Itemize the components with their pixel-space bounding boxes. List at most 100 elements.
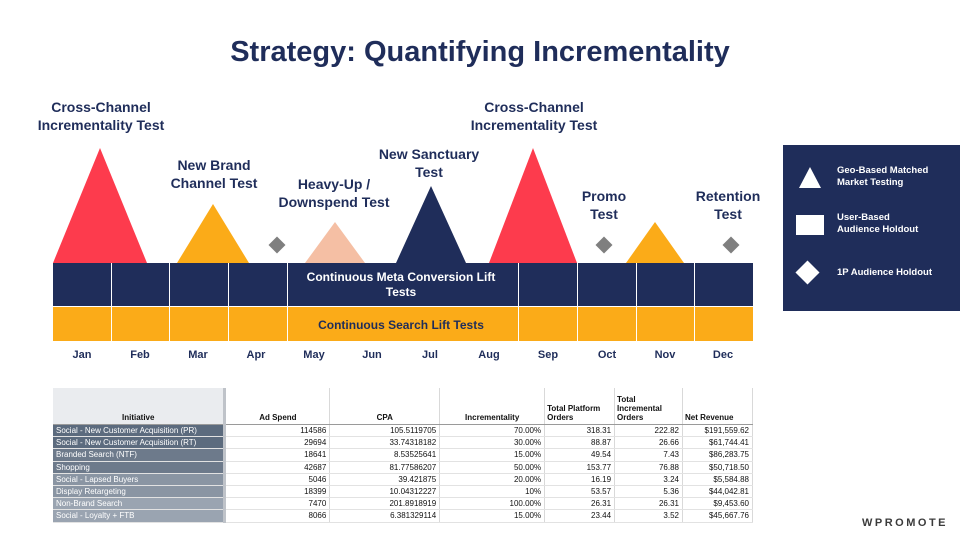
cell-net-revenue: $191,559.62 bbox=[682, 424, 753, 438]
triangle-icon bbox=[305, 222, 365, 263]
cell-platform-orders: 153.77 bbox=[544, 461, 616, 474]
test-label-cross-channel-1: Cross-Channel Incrementality Test bbox=[20, 98, 182, 134]
header-line: Total Platform bbox=[547, 404, 601, 413]
table-row: Branded Search (NTF) 18641 8.53525641 15… bbox=[53, 448, 753, 462]
cell-incremental-orders: 222.82 bbox=[614, 424, 683, 438]
legend-line: User-Based bbox=[837, 212, 890, 223]
test-label-promo: Promo Test bbox=[568, 187, 640, 223]
cell-ad-spend: 29694 bbox=[224, 436, 331, 450]
table-header-row: Initiative Ad Spend CPA Incrementality T… bbox=[53, 388, 753, 425]
cell-ad-spend: 5046 bbox=[224, 473, 331, 486]
cell-incrementality: 70.00% bbox=[439, 424, 546, 438]
cell-cpa: 10.04312227 bbox=[329, 485, 441, 499]
label-line: New Brand bbox=[177, 157, 251, 173]
cell-net-revenue: $45,667.76 bbox=[682, 509, 753, 523]
cell-incremental-orders: 7.43 bbox=[614, 448, 683, 462]
cell-cpa: 201.8918919 bbox=[329, 497, 441, 511]
cell-cpa: 8.53525641 bbox=[329, 448, 441, 462]
cell-platform-orders: 49.54 bbox=[544, 448, 616, 462]
cell-net-revenue: $44,042.81 bbox=[682, 485, 753, 499]
cell-incrementality: 20.00% bbox=[439, 473, 546, 486]
slide-title: Strategy: Quantifying Incrementality bbox=[230, 36, 730, 68]
cell-platform-orders: 16.19 bbox=[544, 473, 616, 486]
label-line: Incrementality Test bbox=[470, 117, 598, 133]
col-header-incremental-orders: Total Incremental Orders bbox=[614, 388, 683, 425]
header-line: Total bbox=[617, 395, 636, 404]
label-line: Cross-Channel bbox=[51, 99, 151, 115]
table-row: Social - New Customer Acquisition (PR) 1… bbox=[53, 424, 753, 438]
diamond-icon bbox=[722, 236, 740, 254]
square-icon bbox=[796, 215, 824, 235]
col-header-incrementality: Incrementality bbox=[439, 388, 546, 425]
triangle-icon bbox=[53, 148, 147, 263]
month-label: Jun bbox=[362, 349, 382, 361]
band-label-line: Continuous Meta Conversion Lift bbox=[306, 270, 496, 284]
legend-panel: Geo-Based Matched Market Testing User-Ba… bbox=[783, 145, 960, 311]
month-label: Feb bbox=[130, 349, 150, 361]
search-lift-band-label: Continuous Search Lift Tests bbox=[318, 318, 484, 332]
label-line: Downspend Test bbox=[278, 194, 390, 210]
cell-incremental-orders: 26.31 bbox=[614, 497, 683, 511]
cell-initiative: Social - New Customer Acquisition (RT) bbox=[53, 436, 227, 450]
cell-initiative: Non-Brand Search bbox=[53, 497, 227, 511]
triangle-icon bbox=[396, 186, 466, 263]
month-label: Jul bbox=[422, 349, 438, 361]
cell-platform-orders: 23.44 bbox=[544, 509, 616, 523]
table-row: Social - Loyalty + FTB 8066 6.381329114 … bbox=[53, 509, 753, 523]
diamond-icon bbox=[795, 260, 820, 285]
triangle-icon bbox=[177, 204, 249, 263]
band-label-line: Tests bbox=[385, 285, 417, 299]
month-label: May bbox=[303, 349, 325, 361]
cell-incrementality: 10% bbox=[439, 485, 546, 499]
meta-lift-band bbox=[53, 263, 754, 306]
label-line: Test bbox=[590, 206, 618, 222]
test-label-cross-channel-2: Cross-Channel Incrementality Test bbox=[453, 98, 615, 134]
cell-incremental-orders: 26.66 bbox=[614, 436, 683, 450]
col-header-platform-orders: Total Platform Orders bbox=[544, 388, 616, 425]
legend-line: Audience Holdout bbox=[837, 224, 919, 235]
triangle-icon bbox=[489, 148, 577, 263]
test-label-heavy-up: Heavy-Up / Downspend Test bbox=[265, 175, 403, 211]
test-label-retention: Retention Test bbox=[686, 187, 770, 223]
cell-initiative: Shopping bbox=[53, 461, 227, 474]
cell-incrementality: 15.00% bbox=[439, 448, 546, 462]
month-label: Sep bbox=[537, 349, 559, 361]
table-row: Social - Lapsed Buyers 5046 39.421875 20… bbox=[53, 473, 753, 486]
table-row: Shopping 42687 81.77586207 50.00% 153.77… bbox=[53, 461, 753, 474]
cell-ad-spend: 18399 bbox=[224, 485, 331, 499]
month-label: Oct bbox=[597, 349, 617, 361]
label-line: Retention bbox=[695, 188, 761, 204]
month-label: Aug bbox=[478, 349, 500, 361]
table-row: Non-Brand Search 7470 201.8918919 100.00… bbox=[53, 497, 753, 511]
header-line: Orders bbox=[617, 413, 644, 422]
cell-ad-spend: 114586 bbox=[224, 424, 331, 438]
cell-cpa: 39.421875 bbox=[329, 473, 441, 486]
cell-cpa: 105.5119705 bbox=[329, 424, 441, 438]
legend-line: 1P Audience Holdout bbox=[837, 267, 933, 278]
triangle-icon bbox=[799, 167, 821, 188]
cell-incrementality: 30.00% bbox=[439, 436, 546, 450]
label-line: Heavy-Up / bbox=[297, 176, 371, 192]
cell-incremental-orders: 76.88 bbox=[614, 461, 683, 474]
col-header-cpa: CPA bbox=[329, 388, 441, 425]
col-header-net-revenue: Net Revenue bbox=[682, 388, 753, 425]
cell-net-revenue: $9,453.60 bbox=[682, 497, 753, 511]
test-label-new-brand-channel: New Brand Channel Test bbox=[150, 156, 278, 192]
month-label: Nov bbox=[654, 349, 676, 361]
label-line: Cross-Channel bbox=[484, 99, 584, 115]
incrementality-table: Initiative Ad Spend CPA Incrementality T… bbox=[53, 388, 753, 523]
label-line: Incrementality Test bbox=[37, 117, 165, 133]
label-line: New Sanctuary bbox=[378, 146, 480, 162]
search-lift-band bbox=[53, 307, 754, 341]
cell-platform-orders: 88.87 bbox=[544, 436, 616, 450]
col-header-initiative: Initiative bbox=[53, 388, 227, 425]
cell-incremental-orders: 5.36 bbox=[614, 485, 683, 499]
legend-line: Market Testing bbox=[837, 177, 904, 188]
cell-net-revenue: $5,584.88 bbox=[682, 473, 753, 486]
cell-net-revenue: $86,283.75 bbox=[682, 448, 753, 462]
cell-net-revenue: $50,718.50 bbox=[682, 461, 753, 474]
label-line: Test bbox=[714, 206, 742, 222]
table-row: Display Retargeting 18399 10.04312227 10… bbox=[53, 485, 753, 499]
month-label: Mar bbox=[188, 349, 208, 361]
cell-platform-orders: 318.31 bbox=[544, 424, 616, 438]
